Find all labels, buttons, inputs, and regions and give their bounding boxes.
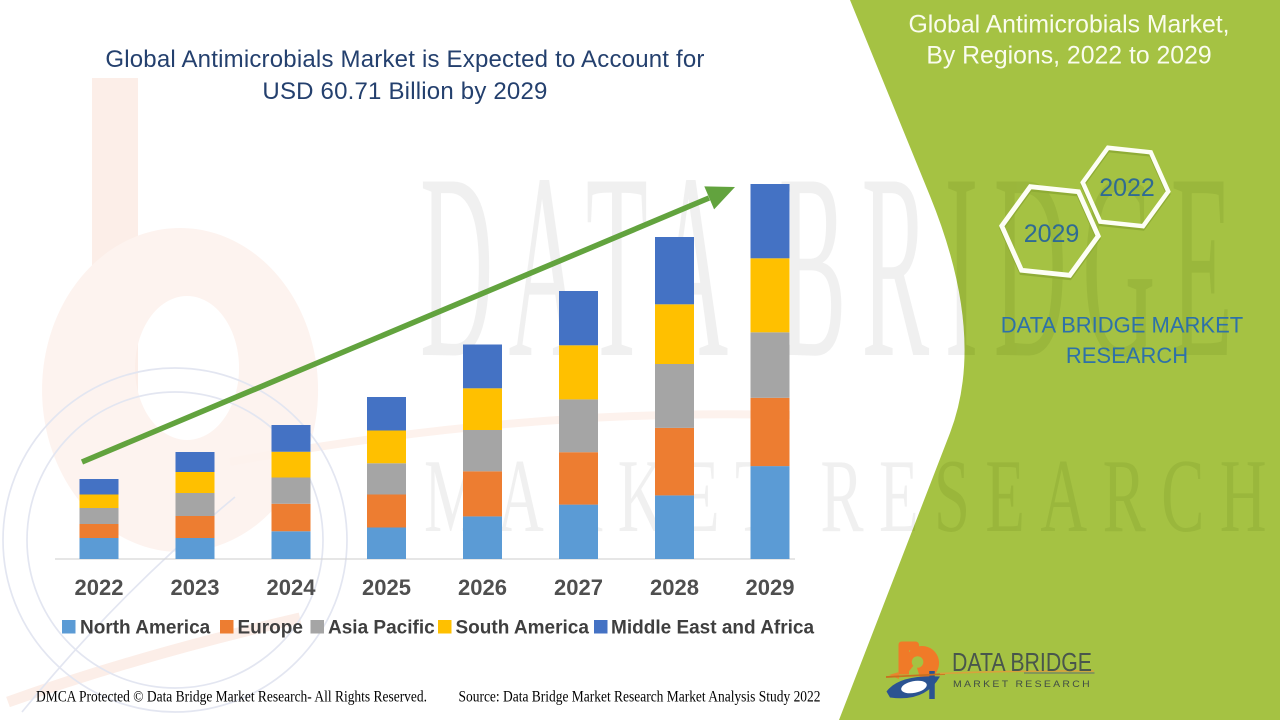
svg-text:2028: 2028: [650, 575, 699, 600]
svg-text:USD 60.71 Billion by 2029: USD 60.71 Billion by 2029: [262, 78, 547, 105]
svg-text:Global Antimicrobials Market,: Global Antimicrobials Market,: [908, 12, 1229, 39]
svg-text:2024: 2024: [267, 575, 317, 600]
svg-text:2025: 2025: [362, 575, 411, 600]
svg-text:Asia Pacific: Asia Pacific: [328, 618, 435, 639]
svg-text:2022: 2022: [75, 575, 124, 600]
svg-text:DATA BRIDGE MARKET: DATA BRIDGE MARKET: [1001, 313, 1243, 338]
svg-text:MARKET RESEARCH: MARKET RESEARCH: [953, 679, 1092, 689]
svg-text:2029: 2029: [746, 575, 795, 600]
svg-text:South America: South America: [456, 618, 590, 639]
svg-text:2027: 2027: [554, 575, 603, 600]
svg-text:RESEARCH: RESEARCH: [1066, 343, 1188, 368]
svg-text:2026: 2026: [458, 575, 507, 600]
svg-text:Global Antimicrobials Market i: Global Antimicrobials Market is Expected…: [105, 46, 704, 73]
svg-text:Middle East and Africa: Middle East and Africa: [611, 618, 814, 639]
svg-text:Source: Data Bridge Market Res: Source: Data Bridge Market Research Mark…: [459, 689, 821, 706]
svg-text:2023: 2023: [171, 575, 220, 600]
svg-text:2029: 2029: [1024, 220, 1080, 248]
svg-text:By Regions, 2022 to 2029: By Regions, 2022 to 2029: [926, 43, 1211, 70]
svg-text:Europe: Europe: [238, 618, 303, 639]
svg-text:2022: 2022: [1099, 174, 1155, 202]
svg-text:DMCA Protected © Data Bridge M: DMCA Protected © Data Bridge Market Rese…: [36, 689, 427, 706]
svg-text:North America: North America: [80, 618, 211, 639]
svg-text:DATA BRIDGE: DATA BRIDGE: [952, 647, 1092, 677]
